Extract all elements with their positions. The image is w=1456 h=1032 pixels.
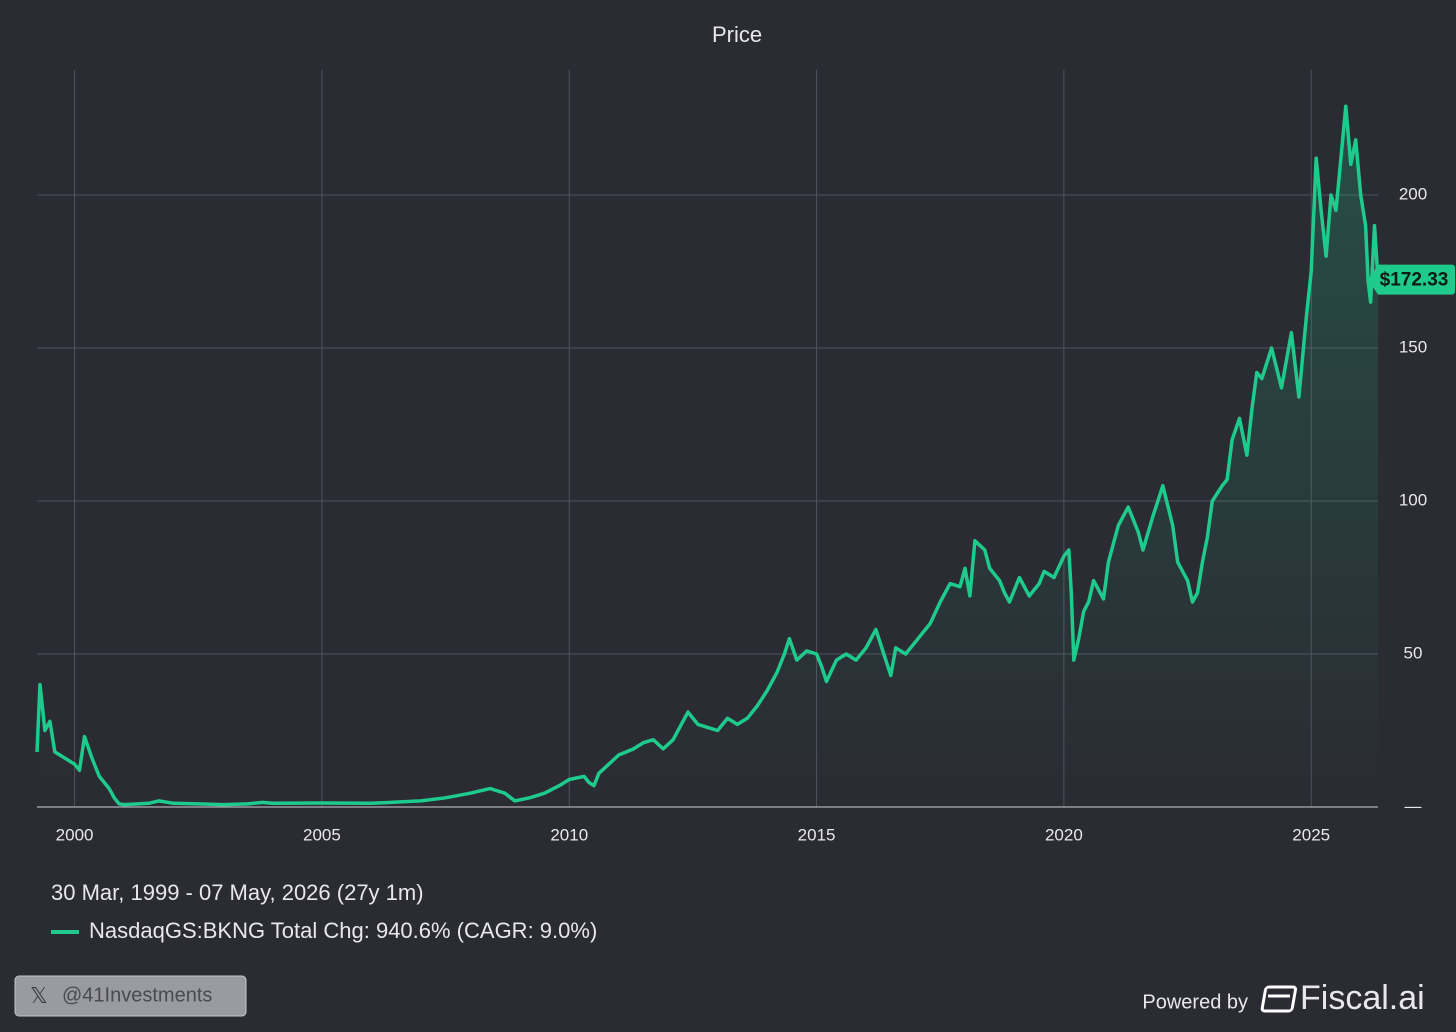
handle-badge[interactable] (14, 975, 247, 1017)
chart-title: Price (712, 22, 762, 47)
end-label: $172.33 (1380, 270, 1449, 291)
brand: Fiscal.ai (1300, 979, 1425, 1017)
area (37, 106, 1378, 808)
y-tick-label: 100 (1399, 490, 1427, 509)
x-tick-label: 2025 (1292, 825, 1330, 844)
x-logo: 𝕏 (30, 983, 48, 1008)
y-tick-label: 200 (1399, 184, 1427, 203)
handle: @41Investments (62, 984, 212, 1006)
brand-logo (1260, 985, 1298, 1013)
x-tick-label: 2010 (550, 825, 588, 844)
y-tick-label: — (1405, 796, 1422, 815)
line (35, 104, 1380, 807)
x-tick-label: 2000 (56, 825, 94, 844)
y-tick-label: 50 (1404, 643, 1423, 662)
x-tick-label: 2020 (1045, 825, 1083, 844)
y-tick-label: 150 (1399, 337, 1427, 356)
end-badge (1368, 264, 1455, 295)
date-range: 30 Mar, 1999 - 07 May, 2026 (27y 1m) (51, 880, 424, 905)
legend-label[interactable]: NasdaqGS:BKNG Total Chg: 940.6% (CAGR: 9… (89, 918, 597, 943)
x-tick-label: 2015 (798, 825, 836, 844)
x-tick-label: 2005 (303, 825, 341, 844)
plot (35, 104, 1380, 808)
powered-by: Powered by (1142, 991, 1248, 1013)
